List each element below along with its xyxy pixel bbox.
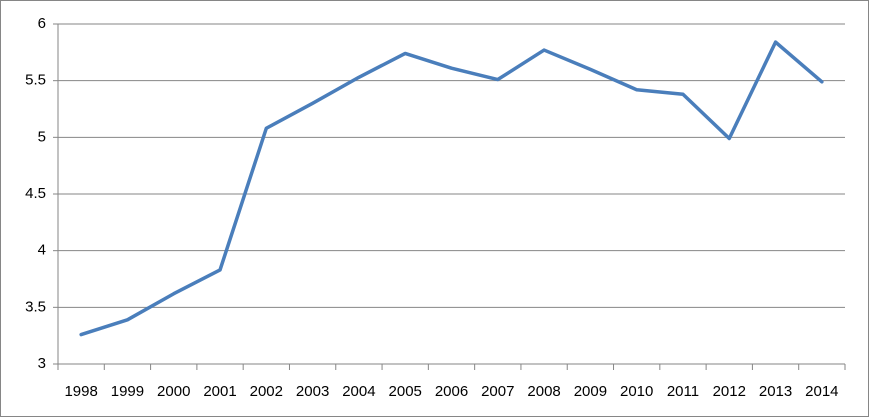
x-tick-label: 2013: [759, 383, 792, 400]
y-tick-label: 6: [38, 15, 46, 32]
y-tick-label: 5.5: [25, 72, 46, 89]
x-tick-label: 2011: [667, 383, 699, 400]
y-tick-label: 3: [38, 355, 46, 372]
x-tick-label: 1999: [111, 383, 144, 400]
y-tick-label: 4: [38, 242, 46, 259]
x-tick-label: 2008: [527, 383, 560, 400]
x-tick-label: 2001: [203, 383, 236, 400]
x-tick-label: 1998: [64, 383, 97, 400]
data-line: [79, 40, 824, 337]
y-tick-label: 4.5: [25, 185, 46, 202]
x-tick-label: 2010: [620, 383, 653, 400]
x-tick-label: 2004: [342, 383, 375, 400]
x-tick-label: 2003: [296, 383, 329, 400]
x-tick-label: 2009: [574, 383, 607, 400]
x-tick-label: 2012: [713, 383, 746, 400]
x-tick-label: 2005: [389, 383, 422, 400]
x-tick-label: 2006: [435, 383, 468, 400]
x-tick-label: 2007: [481, 383, 514, 400]
y-tick-label: 3.5: [25, 298, 46, 315]
x-tick-label: 2002: [250, 383, 283, 400]
x-tick-label: 2000: [157, 383, 190, 400]
y-tick-label: 5: [38, 128, 46, 145]
x-tick-label: 2014: [805, 383, 838, 400]
